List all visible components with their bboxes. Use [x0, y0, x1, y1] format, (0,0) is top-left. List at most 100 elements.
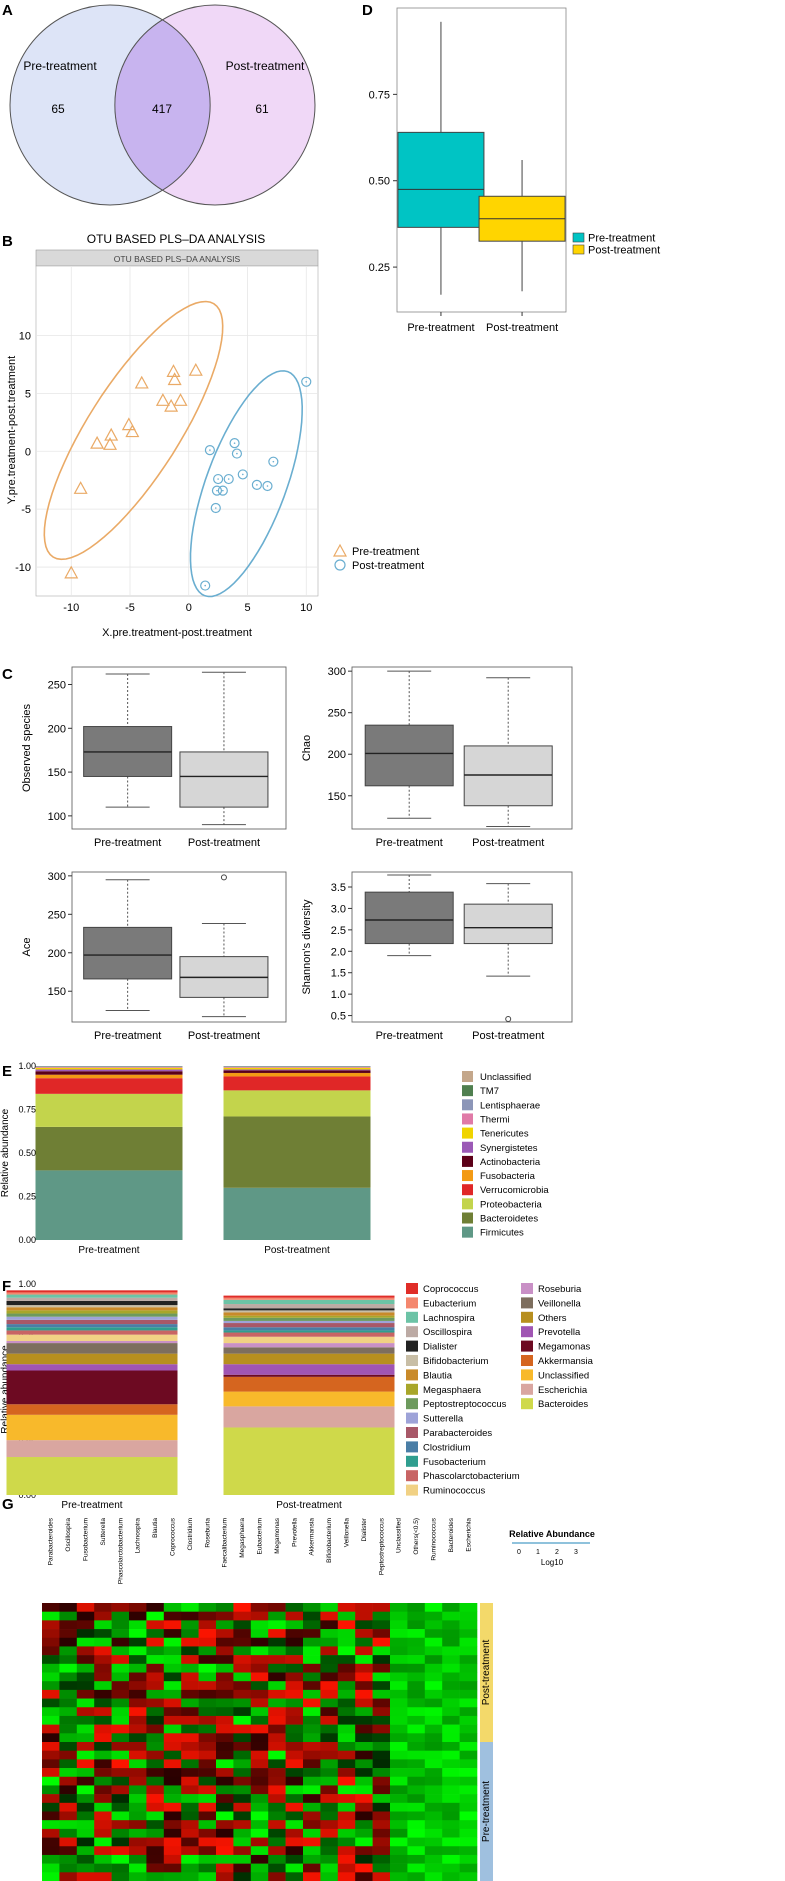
- heatmap-cell: [459, 1663, 478, 1673]
- heatmap-cell: [163, 1715, 182, 1725]
- heatmap-cell: [407, 1802, 426, 1812]
- heatmap-cell: [59, 1724, 78, 1734]
- heatmap-cell: [390, 1698, 408, 1708]
- point-pre: [90, 435, 105, 449]
- heatmap-cell: [250, 1629, 269, 1639]
- legend-label: Thermi: [480, 1114, 510, 1125]
- heatmap-cell: [390, 1603, 408, 1612]
- heatmap-cell: [390, 1655, 408, 1665]
- heatmap-cell: [111, 1811, 130, 1821]
- heatmap-cell: [337, 1768, 356, 1778]
- heatmap-cell: [303, 1724, 321, 1734]
- y-tick-label: 250: [48, 909, 66, 921]
- heatmap-cell: [181, 1663, 199, 1673]
- heatmap-cell: [163, 1828, 182, 1838]
- heatmap-cell: [250, 1776, 269, 1786]
- heatmap-cell: [216, 1846, 234, 1856]
- legend-label: Fusobacterium: [423, 1457, 486, 1468]
- heatmap-cell: [181, 1863, 199, 1873]
- legend-swatch: [462, 1085, 473, 1097]
- heatmap-cell: [337, 1820, 356, 1830]
- heatmap-cell: [163, 1794, 182, 1804]
- heatmap-cell: [250, 1863, 269, 1873]
- heatmap-cell: [146, 1854, 165, 1864]
- legend-label: Firmicutes: [480, 1228, 524, 1239]
- bar-segment-ruminococcus: [6, 1334, 178, 1341]
- heatmap-cell: [59, 1750, 78, 1760]
- heatmap-cell: [268, 1715, 286, 1725]
- point-post: [213, 473, 224, 485]
- heatmap-cell: [459, 1629, 478, 1639]
- y-tick-label: 0.25: [369, 262, 390, 274]
- heatmap-cell: [42, 1750, 60, 1760]
- heatmap-cell: [407, 1820, 426, 1830]
- heatmap-cell: [372, 1846, 391, 1856]
- heatmap-cell: [94, 1603, 112, 1612]
- bar-segment-megasphaera: [223, 1315, 395, 1318]
- y-tick-label: 10: [19, 330, 31, 342]
- heatmap-cell: [129, 1698, 147, 1708]
- heatmap-cell: [355, 1707, 373, 1717]
- heatmap-cell: [285, 1603, 304, 1612]
- heatmap-cell: [442, 1698, 460, 1708]
- heatmap-cell: [76, 1854, 95, 1864]
- heatmap-cell: [459, 1689, 478, 1699]
- y-tick-label: 200: [48, 948, 66, 960]
- y-tick-label: 300: [328, 666, 346, 678]
- bar-segment-lentisphaerae: [223, 1066, 371, 1067]
- heatmap-cell: [250, 1820, 269, 1830]
- heatmap-cell: [129, 1802, 147, 1812]
- heatmap-cell: [303, 1837, 321, 1847]
- heatmap-cell: [285, 1768, 304, 1778]
- heatmap-cell: [42, 1828, 60, 1838]
- bar-segment-proteobacteria: [35, 1093, 183, 1127]
- heatmap-cell: [372, 1681, 391, 1691]
- heatmap-cell: [129, 1715, 147, 1725]
- point-post: [217, 485, 228, 496]
- heatmap-cell: [285, 1828, 304, 1838]
- legend-label: Unclassified: [538, 1370, 589, 1381]
- point-post-center: [214, 507, 217, 509]
- heatmap-cell: [59, 1629, 78, 1639]
- heatmap-cell: [233, 1837, 252, 1847]
- heatmap-cell: [320, 1629, 339, 1639]
- heatmap-cell: [355, 1846, 373, 1856]
- heatmap-cell: [459, 1655, 478, 1665]
- point-post: [262, 480, 273, 492]
- heatmap-cell: [198, 1863, 217, 1873]
- point-post: [211, 485, 223, 496]
- heatmap-cell: [76, 1637, 95, 1647]
- heatmap-cell: [372, 1689, 391, 1699]
- heatmap-cell: [268, 1811, 286, 1821]
- bar-segment-coprococcus: [6, 1290, 178, 1293]
- heatmap-cell: [129, 1811, 147, 1821]
- legend-label: Verrucomicrobia: [480, 1185, 549, 1196]
- heatmap-cell: [94, 1629, 112, 1639]
- heatmap-cell: [233, 1794, 252, 1804]
- heatmap-cell: [442, 1603, 460, 1612]
- heatmap-cell: [442, 1611, 460, 1621]
- bar-segment-fusobacteria: [223, 1072, 371, 1077]
- heatmap-cell: [59, 1655, 78, 1665]
- venn-count-pre: 65: [51, 102, 65, 116]
- heatmap-cell: [320, 1620, 339, 1630]
- point-pre: [188, 362, 203, 376]
- heatmap-cell: [285, 1663, 304, 1673]
- heatmap-cell: [390, 1837, 408, 1847]
- heatmap-cell: [146, 1672, 165, 1682]
- heatmap-cell: [216, 1629, 234, 1639]
- heatmap-cell: [42, 1724, 60, 1734]
- bar-segment-synergistetes: [223, 1069, 371, 1071]
- heatmap-cell: [424, 1811, 443, 1821]
- heatmap-cell: [442, 1776, 460, 1786]
- heatmap-cell: [250, 1715, 269, 1725]
- bar-segment-ruminococcus: [223, 1336, 395, 1344]
- heatmap-cell: [424, 1794, 443, 1804]
- heatmap-column-label: Peptostreptococcus: [378, 1517, 385, 1575]
- heatmap-cell: [355, 1768, 373, 1778]
- heatmap-cell: [268, 1698, 286, 1708]
- heatmap-cell: [59, 1663, 78, 1673]
- heatmap-cell: [42, 1768, 60, 1778]
